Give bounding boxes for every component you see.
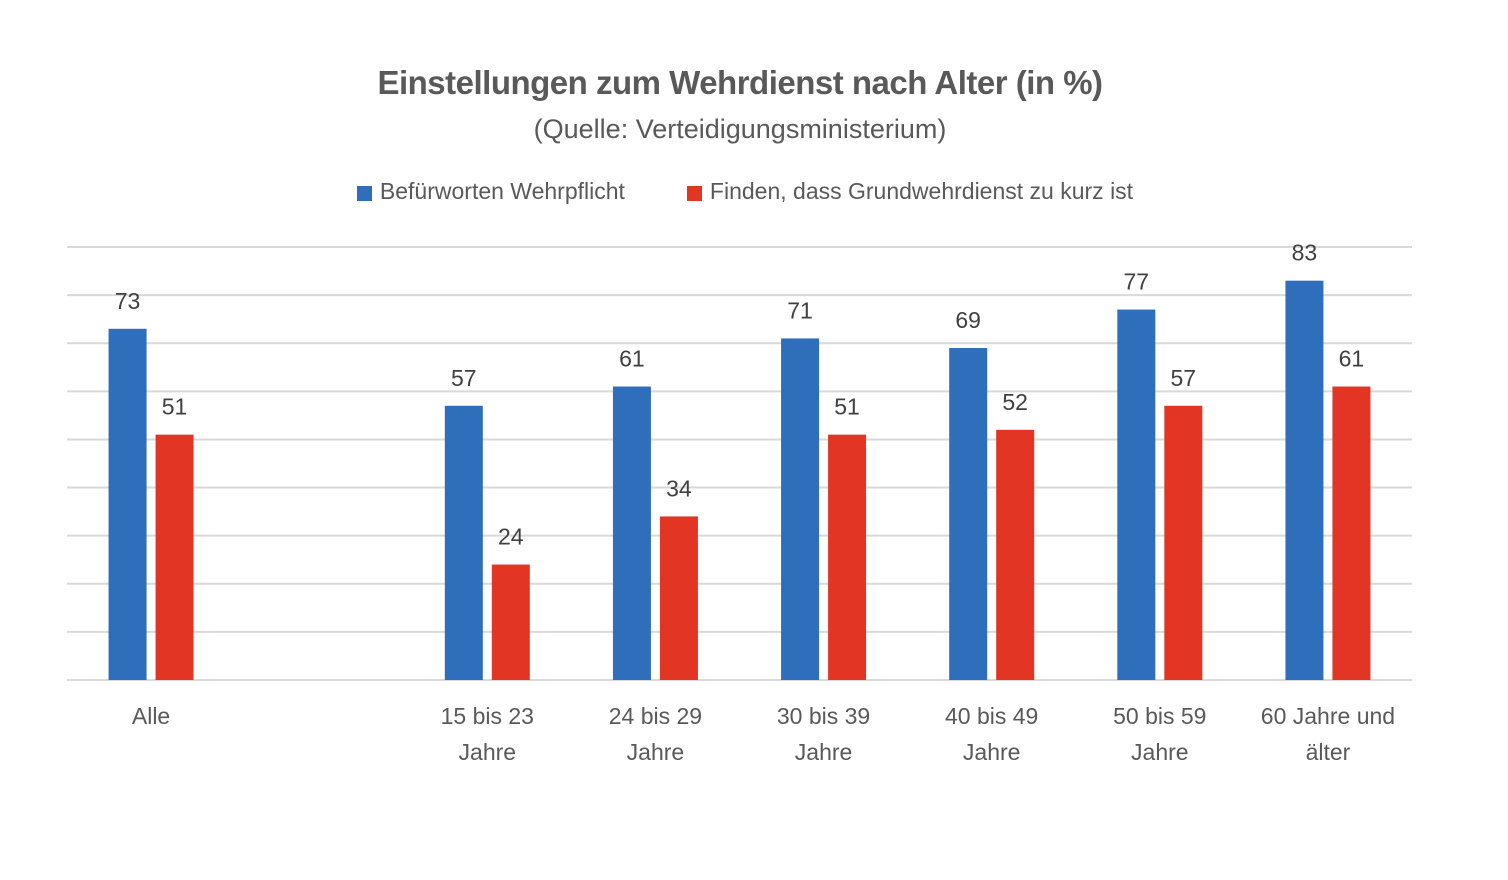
x-tick-label: 30 bis 39 — [777, 703, 870, 729]
x-tick-label: 15 bis 23 — [441, 703, 534, 729]
x-tick-label: 60 Jahre und — [1261, 703, 1395, 729]
chart-title: Einstellungen zum Wehrdienst nach Alter … — [377, 64, 1103, 101]
x-tick-label: Jahre — [459, 739, 517, 765]
x-tick-label: 24 bis 29 — [609, 703, 702, 729]
x-tick-label: Jahre — [963, 739, 1021, 765]
bar-zu-kurz[interactable] — [1332, 386, 1371, 680]
data-label: 34 — [666, 475, 692, 501]
bar-zu-kurz[interactable] — [1164, 405, 1203, 680]
x-tick-label: älter — [1306, 739, 1351, 765]
legend-item-zu-kurz[interactable]: Finden, dass Grundwehrdienst zu kurz ist — [686, 178, 1134, 205]
x-tick-label: Jahre — [627, 739, 685, 765]
data-label: 73 — [115, 288, 141, 314]
bar-befuerworten[interactable] — [444, 405, 483, 680]
data-label: 24 — [498, 524, 524, 550]
bar-zu-kurz[interactable] — [155, 434, 194, 680]
data-label: 77 — [1124, 269, 1150, 295]
bar-zu-kurz[interactable] — [491, 564, 530, 680]
bar-zu-kurz[interactable] — [659, 516, 698, 680]
legend-swatch-red — [686, 186, 702, 201]
legend-label: Finden, dass Grundwehrdienst zu kurz ist — [709, 178, 1134, 204]
data-label: 71 — [787, 297, 813, 323]
x-tick-label: 50 bis 59 — [1113, 703, 1206, 729]
bar-befuerworten[interactable] — [612, 386, 651, 680]
data-label: 51 — [834, 394, 860, 420]
x-tick-label: Jahre — [795, 739, 853, 765]
bar-zu-kurz[interactable] — [828, 434, 867, 680]
legend-swatch-blue — [356, 186, 372, 201]
bar-zu-kurz[interactable] — [996, 429, 1035, 680]
data-label: 83 — [1292, 240, 1318, 266]
x-tick-label: 40 bis 49 — [945, 703, 1038, 729]
bar-befuerworten[interactable] — [1117, 309, 1156, 680]
legend-label: Befürworten Wehrpflicht — [379, 178, 625, 204]
data-label: 57 — [451, 365, 477, 391]
data-label: 51 — [162, 394, 188, 420]
data-label: 52 — [1002, 389, 1028, 415]
legend-item-befuerworten[interactable]: Befürworten Wehrpflicht — [356, 178, 625, 205]
data-label: 57 — [1171, 365, 1197, 391]
chart-subtitle: (Quelle: Verteidigungsministerium) — [533, 114, 947, 144]
data-label: 61 — [1339, 346, 1365, 372]
data-label: 61 — [619, 346, 645, 372]
legend: Befürworten Wehrpflicht Finden, dass Gru… — [0, 178, 1490, 205]
bar-befuerworten[interactable] — [108, 328, 147, 680]
x-tick-label: Alle — [132, 703, 170, 729]
x-tick-label: Jahre — [1131, 739, 1189, 765]
bar-befuerworten[interactable] — [1285, 280, 1324, 680]
data-label: 69 — [955, 307, 981, 333]
bar-befuerworten[interactable] — [781, 338, 820, 680]
bar-befuerworten[interactable] — [949, 348, 988, 680]
